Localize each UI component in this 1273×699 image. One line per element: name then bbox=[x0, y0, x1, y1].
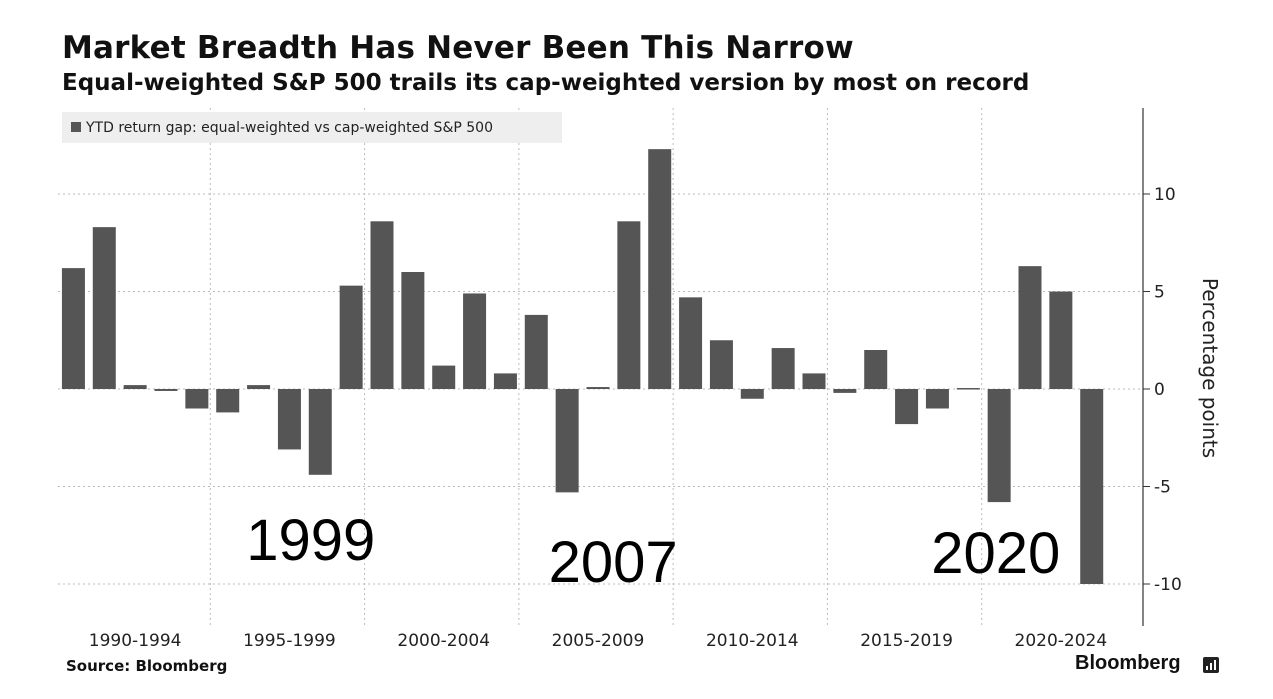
y-tick-label: -10 bbox=[1154, 575, 1182, 595]
bar-2020 bbox=[987, 389, 1011, 503]
bar-2009 bbox=[648, 149, 672, 389]
y-tick-label: 10 bbox=[1154, 185, 1176, 205]
x-tick-label: 2005-2009 bbox=[552, 631, 645, 651]
bar-2012 bbox=[740, 389, 764, 399]
bar-2014 bbox=[802, 373, 826, 389]
bar-2007 bbox=[586, 387, 610, 389]
chart-title: Market Breadth Has Never Been This Narro… bbox=[62, 30, 854, 66]
bar-2017 bbox=[895, 389, 919, 425]
bar-2010 bbox=[679, 297, 703, 389]
source-note: Source: Bloomberg bbox=[66, 657, 228, 675]
annotations: 1999 2007 2020 bbox=[246, 508, 1060, 595]
bar-2006 bbox=[555, 389, 579, 493]
bar-2011 bbox=[709, 340, 733, 389]
bar-2002 bbox=[432, 365, 456, 389]
bar-1991 bbox=[92, 227, 116, 389]
bar-2015 bbox=[833, 389, 857, 393]
y-tick-label: 0 bbox=[1154, 380, 1165, 400]
bar-2019 bbox=[956, 388, 980, 390]
legend-swatch bbox=[71, 122, 81, 132]
bar-1998 bbox=[308, 389, 332, 475]
x-tick-label: 1995-1999 bbox=[243, 631, 336, 651]
bar-2000 bbox=[370, 221, 394, 389]
x-tick-label: 1990-1994 bbox=[89, 631, 182, 651]
bloomberg-logo: Bloomberg bbox=[1075, 652, 1181, 674]
bloomberg-terminal-icon bbox=[1203, 657, 1219, 673]
bar-1997 bbox=[277, 389, 301, 450]
bar-2022 bbox=[1049, 291, 1073, 389]
bar-2013 bbox=[771, 348, 795, 389]
bar-2018 bbox=[925, 389, 949, 409]
annotation-2007: 2007 bbox=[549, 530, 678, 595]
bar-1999 bbox=[339, 285, 363, 389]
bar-1996 bbox=[247, 385, 271, 389]
y-ticks: 10 5 0 -5 -10 bbox=[1143, 185, 1182, 595]
x-tick-label: 2015-2019 bbox=[860, 631, 953, 651]
bar-2005 bbox=[524, 314, 548, 389]
bar-2023 bbox=[1080, 389, 1104, 584]
annotation-2020: 2020 bbox=[931, 521, 1060, 586]
y-axis-label: Percentage points bbox=[1198, 278, 1222, 458]
bar-2003 bbox=[463, 293, 487, 389]
bar-1993 bbox=[154, 389, 178, 391]
x-tick-label: 2020-2024 bbox=[1015, 631, 1108, 651]
legend-background bbox=[62, 112, 562, 143]
bar-2016 bbox=[864, 350, 888, 389]
bar-1992 bbox=[123, 385, 147, 389]
legend-label: YTD return gap: equal-weighted vs cap-we… bbox=[85, 120, 493, 136]
bar-1995 bbox=[216, 389, 240, 413]
y-tick-label: -5 bbox=[1154, 478, 1171, 498]
bar-1994 bbox=[185, 389, 209, 409]
bar-2008 bbox=[617, 221, 641, 389]
bars bbox=[61, 149, 1104, 584]
annotation-1999: 1999 bbox=[246, 508, 375, 573]
bar-1990 bbox=[61, 268, 85, 389]
x-tick-label: 2010-2014 bbox=[706, 631, 799, 651]
chart-subtitle: Equal-weighted S&P 500 trails its cap-we… bbox=[62, 70, 1030, 96]
bar-2001 bbox=[401, 272, 425, 389]
x-ticks: 1990-1994 1995-1999 2000-2004 2005-2009 2010… bbox=[89, 631, 1107, 651]
x-tick-label: 2000-2004 bbox=[397, 631, 490, 651]
y-tick-label: 5 bbox=[1154, 283, 1165, 303]
bar-2004 bbox=[493, 373, 517, 389]
bar-2021 bbox=[1018, 266, 1042, 389]
